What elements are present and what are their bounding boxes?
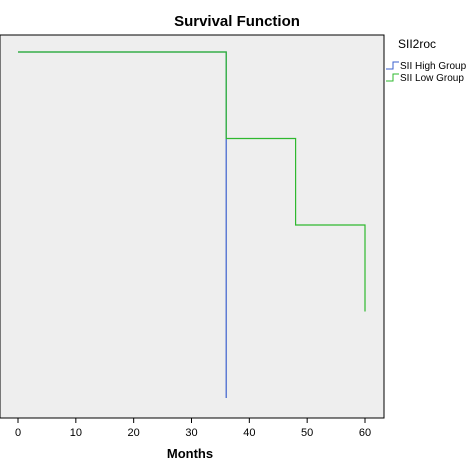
series-line-1 (18, 51, 366, 312)
legend-label: SII Low Group (400, 73, 464, 84)
legend-swatch (386, 61, 399, 70)
x-tick-label: 50 (301, 427, 313, 439)
legend-item: SII Low Group (386, 73, 464, 84)
x-tick-label: 60 (359, 427, 371, 439)
legend-label: SII High Group (400, 61, 467, 72)
x-tick-label: 30 (185, 427, 197, 439)
legend-swatch (386, 73, 399, 82)
x-axis: 0 10 20 30 40 50 60 (15, 418, 371, 439)
x-tick-label: 20 (128, 427, 140, 439)
chart-title: Survival Function (174, 13, 300, 30)
series-group (18, 51, 366, 398)
legend-item: SII High Group (386, 61, 467, 72)
x-tick-label: 40 (243, 427, 255, 439)
x-tick-label: 10 (70, 427, 82, 439)
x-axis-title: Months (167, 446, 213, 461)
legend-title: SII2roc (398, 37, 436, 51)
plot-area (0, 34, 385, 419)
x-tick-label: 0 (15, 427, 21, 439)
